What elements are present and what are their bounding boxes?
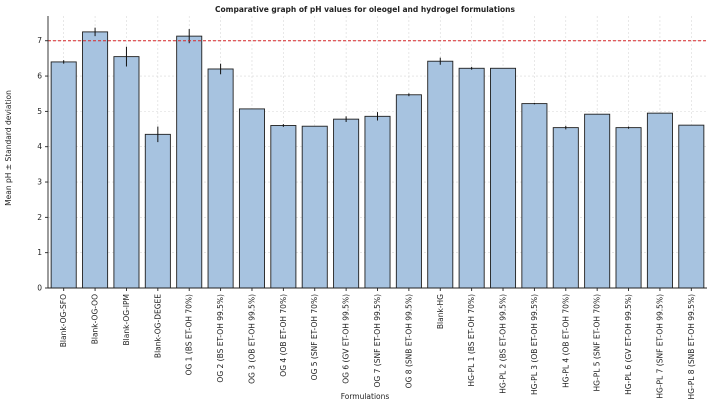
x-tick-label: Blank-OG-DEGEE bbox=[153, 294, 162, 358]
bar bbox=[364, 115, 391, 289]
bar bbox=[427, 60, 454, 289]
bar bbox=[333, 118, 360, 289]
x-tick-label: HG-PL 6 (GV ET-OH 99.5%) bbox=[624, 294, 633, 395]
bar bbox=[615, 127, 642, 289]
y-axis-label: Mean pH ± Standard deviation bbox=[4, 90, 13, 206]
bar bbox=[395, 94, 422, 289]
bar bbox=[584, 113, 611, 289]
bar bbox=[238, 108, 265, 289]
x-ticks: Blank-OG-SFO Blank-OG-OO Blank-OG-IPM Blank… bbox=[59, 288, 696, 399]
y-tick-label: 1 bbox=[37, 248, 42, 257]
x-tick-label: OG 4 (OB ET-OH 70%) bbox=[279, 294, 288, 377]
x-tick-label: HG-PL 1 (BS ET-OH 70%) bbox=[467, 294, 476, 387]
x-axis-label: Formulations bbox=[341, 392, 390, 401]
bar bbox=[207, 68, 234, 289]
y-tick-label: 6 bbox=[37, 72, 42, 81]
bar bbox=[50, 61, 77, 289]
bar bbox=[144, 133, 171, 289]
y-tick-label: 2 bbox=[37, 213, 42, 222]
x-tick-label: OG 3 (OB ET-OH 99.5%) bbox=[247, 294, 256, 384]
x-tick-label: OG 6 (GV ET-OH 99.5%) bbox=[342, 294, 351, 384]
bar bbox=[490, 67, 517, 289]
error-bars bbox=[63, 27, 630, 143]
bar bbox=[270, 125, 297, 289]
x-tick-label: HG-PL 2 (BS ET-OH 99.5%) bbox=[499, 294, 508, 394]
x-tick-label: Blank-OG-OO bbox=[91, 294, 100, 344]
x-tick-label: OG 1 (BS ET-OH 70%) bbox=[185, 294, 194, 375]
chart-title: Comparative graph of pH values for oleog… bbox=[215, 5, 515, 14]
bar bbox=[552, 127, 579, 289]
bars bbox=[50, 31, 705, 289]
bar bbox=[82, 31, 109, 289]
x-tick-label: OG 8 (SNB ET-OH 99.5%) bbox=[404, 294, 413, 388]
bar bbox=[521, 103, 548, 289]
x-tick-label: OG 7 (SNF ET-OH 99.5%) bbox=[373, 294, 382, 388]
bar bbox=[458, 67, 485, 289]
x-tick-label: Blank-OG-SFO bbox=[59, 294, 68, 347]
bar bbox=[646, 112, 673, 289]
y-tick-label: 5 bbox=[37, 107, 42, 116]
x-tick-label: HG-PL 4 (OB ET-OH 70%) bbox=[561, 294, 570, 388]
y-tick-label: 4 bbox=[37, 142, 42, 151]
bar bbox=[176, 35, 203, 289]
x-tick-label: OG 5 (SNF ET-OH 70%) bbox=[310, 294, 319, 380]
x-tick-label: Blank-OG-IPM bbox=[122, 294, 131, 345]
y-ticks: 0 1 2 3 4 5 6 7 bbox=[37, 36, 48, 293]
x-tick-label: HG-PL 5 (SNF ET-OH 70%) bbox=[593, 294, 602, 392]
y-tick-label: 7 bbox=[37, 36, 42, 45]
bar bbox=[678, 124, 705, 289]
x-tick-label: HG-PL 3 (OB ET-OH 99.5%) bbox=[530, 294, 539, 395]
x-tick-label: Blank-HG bbox=[436, 294, 445, 329]
bar bbox=[113, 56, 140, 289]
y-tick-label: 3 bbox=[37, 178, 42, 187]
x-tick-label: OG 2 (BS ET-OH 99.5%) bbox=[216, 294, 225, 383]
x-tick-label: HG-PL 8 (SNB ET-OH 99.5%) bbox=[687, 294, 696, 400]
bar bbox=[301, 125, 328, 289]
x-tick-label: HG-PL 7 (SNF ET-OH 99.5%) bbox=[655, 294, 664, 399]
y-tick-label: 0 bbox=[37, 284, 42, 293]
